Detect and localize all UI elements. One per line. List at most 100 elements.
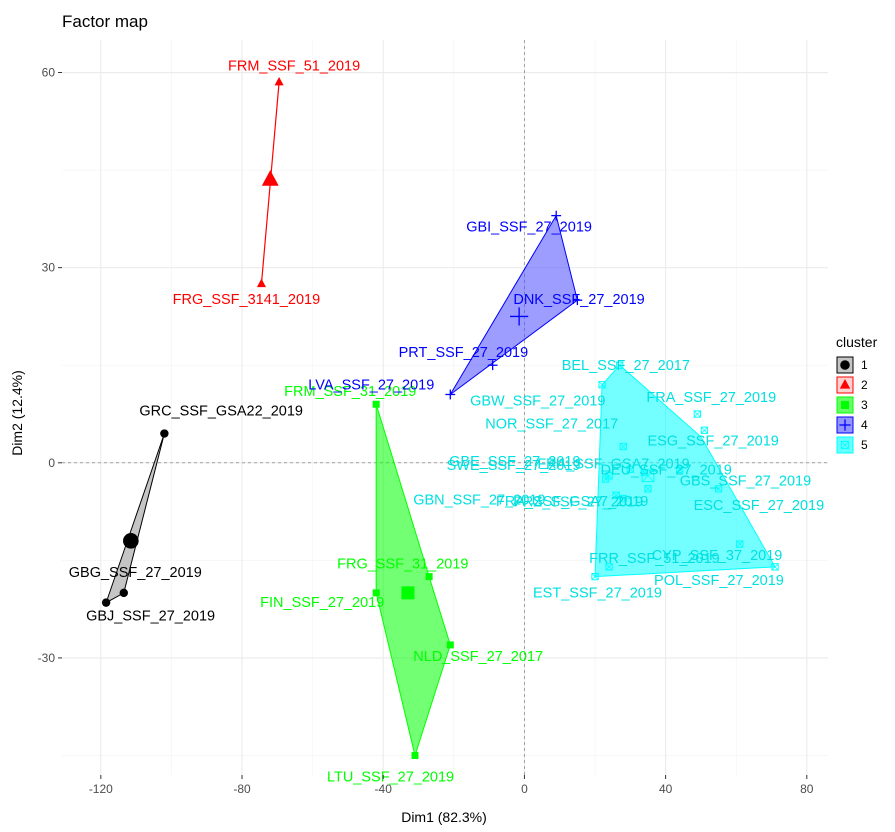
cluster-3-point-label: FRG_SSF_31_2019 <box>337 557 468 573</box>
cluster-5-point <box>591 572 599 581</box>
cluster-5-point-label: FRA_SSF_GSA7_2019 <box>537 456 689 472</box>
cluster-4-point <box>572 295 583 306</box>
cluster-3-point <box>446 641 454 649</box>
cluster-1-point <box>119 588 128 598</box>
cluster-5-point <box>771 563 779 571</box>
cluster-4-point-label: PRT_SSF_27_2019 <box>399 345 529 361</box>
legend-marker-2 <box>839 379 851 389</box>
cluster-5-point-label: ESG_SSF_27_2019 <box>647 433 778 449</box>
x-tick-label: -80 <box>233 782 251 796</box>
legend-label-2: 2 <box>861 378 868 392</box>
cluster-5-point <box>736 540 744 548</box>
grid <box>62 40 828 775</box>
legend-title: cluster <box>836 334 878 350</box>
cluster-5-point-label: ESC_SSF_27_2019 <box>694 498 825 514</box>
x-tick-label: -40 <box>375 782 393 796</box>
axis-ticks: -120 -80 -40 0 40 80 -30 0 30 60 <box>38 66 814 796</box>
cluster-5-point-label: GBN_SSF_27_2019 <box>413 492 545 508</box>
cluster-2-centroid <box>261 170 279 186</box>
cluster-5-point-label: DEU_SSF_27_2019 <box>600 463 731 479</box>
chart-title: Factor map <box>62 12 148 31</box>
cluster-3-point <box>411 751 419 759</box>
cluster-5-point <box>619 442 627 451</box>
legend-marker-3 <box>841 401 849 409</box>
cluster-5-point-label: FRA_SSF_27_2019 <box>646 390 776 406</box>
legend: cluster 1 2 3 4 5 <box>836 334 878 454</box>
y-tick-label: 60 <box>42 66 56 80</box>
cluster-4-point <box>487 360 498 371</box>
cluster-1-point <box>101 598 111 607</box>
x-tick-label: 40 <box>659 782 673 796</box>
legend-label-1: 1 <box>861 358 868 372</box>
cluster-5-point <box>605 563 613 571</box>
cluster-3-point-label: LTU_SSF_27_2019 <box>327 769 454 785</box>
legend-marker-1 <box>840 360 850 370</box>
cluster-1-centroid <box>123 533 139 549</box>
cluster-3-point-label: NLD_SSF_27_2017 <box>413 649 543 665</box>
cluster-5-point-label: FRA_SSF_GSA7_2019 <box>496 494 648 510</box>
cluster-5-centroid <box>641 469 655 483</box>
cluster-3-point-label: FIN_SSF_27_2019 <box>260 595 384 611</box>
cluster-3-hull <box>375 404 451 758</box>
cluster-5-point <box>598 381 606 389</box>
cluster-5-point-label: GBS_SSF_27_2019 <box>680 473 811 489</box>
points <box>101 77 779 759</box>
cluster-3-point <box>425 573 433 581</box>
cluster-5-point-label: PRZ_SSF_27_2019 <box>513 495 643 511</box>
cluster-5-point <box>601 475 610 483</box>
x-tick-label: 80 <box>800 782 814 796</box>
cluster-2-point <box>256 278 266 288</box>
y-axis-title: Dim2 (12.4%) <box>9 370 25 456</box>
cluster-4-point-label: LVA_SSF_27_2019 <box>308 377 434 393</box>
cluster-4-centroid <box>510 307 529 326</box>
cluster-4-point <box>445 389 456 400</box>
cluster-1-point-label: GRC_SSF_GSA22_2019 <box>139 404 303 420</box>
cluster-1-point <box>160 429 169 438</box>
legend-label-5: 5 <box>861 438 868 452</box>
cluster-4-point-label: GBI_SSF_27_2019 <box>466 220 592 236</box>
cluster-5-point-label: SWE_SSF_27_2019 <box>447 458 581 474</box>
cluster-5-point <box>676 465 684 473</box>
legend-marker-5 <box>840 440 850 450</box>
y-tick-label: 30 <box>42 261 56 275</box>
cluster-5-point <box>619 494 627 503</box>
cluster-5-point-label: GBW_SSF_27_2019 <box>470 394 605 410</box>
point-labels: GRC_SSF_GSA22_2019 GBG_SSF_27_2019 GBJ_SSF… <box>69 58 824 785</box>
cluster-2-point-label: FRG_SSF_3141_2019 <box>173 292 321 308</box>
cluster-3-point-label: FRM_SSF_31_2019 <box>284 384 416 400</box>
legend-marker-4 <box>839 419 851 431</box>
cluster-3-point <box>372 589 380 597</box>
cluster-1-point-label: GBJ_SSF_27_2019 <box>86 609 215 625</box>
y-tick-label: 0 <box>48 456 55 470</box>
cluster-5-point <box>616 361 624 369</box>
cluster-4-hull <box>449 214 578 395</box>
cluster-4-point-label: DNK_SSF_27_2019 <box>513 292 644 308</box>
cluster-2-point-label: FRM_SSF_51_2019 <box>228 58 360 74</box>
cluster-5-point <box>714 485 723 493</box>
cluster-5-point-label: GBE_SSF_27_2019 <box>449 454 580 470</box>
x-axis-title: Dim1 (82.3%) <box>401 809 487 825</box>
cluster-4-point <box>551 210 562 221</box>
x-tick-label: -120 <box>89 782 113 796</box>
legend-label-3: 3 <box>861 398 868 412</box>
cluster-3-point <box>372 400 380 408</box>
cluster-5-point <box>700 426 709 434</box>
cluster-5-point <box>644 485 652 493</box>
cluster-5-point-label: FRR_SSF_51_2019 <box>589 551 720 567</box>
cluster-3-centroid <box>401 586 415 600</box>
cluster-5-point-label: NOR_SSF_27_2017 <box>485 417 618 433</box>
cluster-5-point <box>693 410 702 418</box>
cluster-hulls <box>105 82 776 758</box>
cluster-5-point-label: POL_SSF_27_2019 <box>654 573 784 589</box>
y-tick-label: -30 <box>38 651 56 665</box>
x-tick-label: 0 <box>521 782 528 796</box>
cluster-5-point-label: CYP_SSF_37_2019 <box>652 548 783 564</box>
cluster-2-point <box>274 77 284 86</box>
cluster-5-point <box>626 465 634 473</box>
cluster-5-point <box>612 491 620 499</box>
cluster-1-hull <box>105 433 165 604</box>
cluster-5-point-label: BEL_SSF_27_2017 <box>562 358 690 374</box>
cluster-5-point-label: EST_SSF_27_2019 <box>533 586 662 602</box>
legend-label-4: 4 <box>861 418 868 432</box>
